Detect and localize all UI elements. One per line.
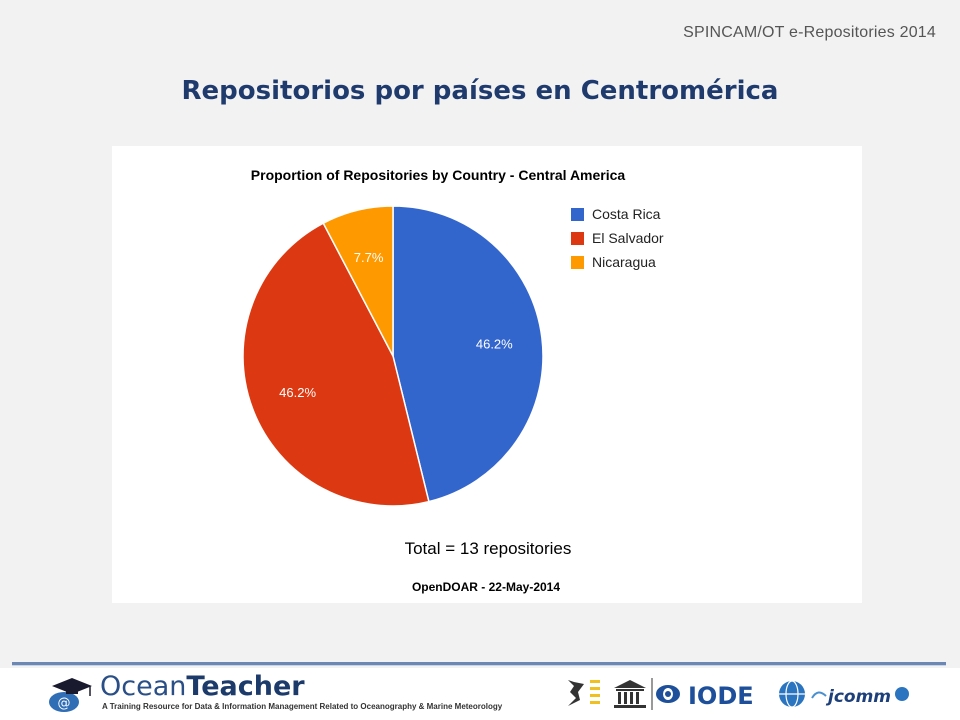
legend-swatch-nicaragua bbox=[571, 256, 584, 269]
legend-label-el-salvador: El Salvador bbox=[592, 230, 664, 246]
svg-text:@: @ bbox=[58, 696, 71, 711]
slice-label-costa-rica: 46.2% bbox=[476, 337, 513, 352]
slice-label-nicaragua: 7.7% bbox=[354, 250, 384, 265]
pie-slice-nicaragua bbox=[322, 205, 394, 357]
pie-chart: Proportion of Repositories by Country - … bbox=[242, 167, 664, 594]
pie-slice-costa-rica bbox=[392, 205, 544, 503]
header-note: SPINCAM/OT e-Repositories 2014 bbox=[683, 24, 936, 41]
ioc-eye-icon bbox=[656, 685, 680, 703]
flanders-lion-icon bbox=[568, 680, 600, 706]
legend-label-nicaragua: Nicaragua bbox=[592, 254, 656, 270]
oceanteacher-brand: OceanTeacher bbox=[100, 672, 305, 702]
pie-slice-labels: 46.2% 46.2% 7.7% bbox=[279, 250, 513, 400]
oceanteacher-tagline: A Training Resource for Data & Informati… bbox=[102, 702, 503, 711]
iode-logo: IODE bbox=[688, 682, 754, 710]
brand-ocean: Ocean bbox=[100, 671, 187, 702]
slide-title: Repositorios por países en Centromérica bbox=[181, 76, 779, 106]
partner-logos: IODE jcomm bbox=[568, 678, 909, 710]
chart-title: Proportion of Repositories by Country - … bbox=[251, 167, 626, 183]
oceanteacher-logo-icon: @ bbox=[49, 678, 92, 712]
footer-divider bbox=[12, 662, 946, 666]
pie-slices bbox=[242, 205, 544, 507]
legend-swatch-el-salvador bbox=[571, 232, 584, 245]
jcomm-logo: jcomm bbox=[811, 687, 909, 707]
unesco-temple-icon bbox=[614, 680, 646, 708]
chart-legend: Costa Rica El Salvador Nicaragua bbox=[571, 206, 664, 270]
pie-slice-el-salvador bbox=[242, 222, 430, 507]
legend-label-costa-rica: Costa Rica bbox=[592, 206, 661, 222]
jcomm-logo-text: jcomm bbox=[825, 687, 891, 707]
total-note: Total = 13 repositories bbox=[405, 539, 572, 558]
legend-swatch-costa-rica bbox=[571, 208, 584, 221]
wmo-globe-icon bbox=[779, 680, 805, 708]
brand-teacher: Teacher bbox=[186, 671, 305, 702]
source-note: OpenDOAR - 22-May-2014 bbox=[412, 580, 560, 594]
chart-panel: Proportion of Repositories by Country - … bbox=[112, 146, 862, 603]
slice-label-el-salvador: 46.2% bbox=[279, 385, 316, 400]
